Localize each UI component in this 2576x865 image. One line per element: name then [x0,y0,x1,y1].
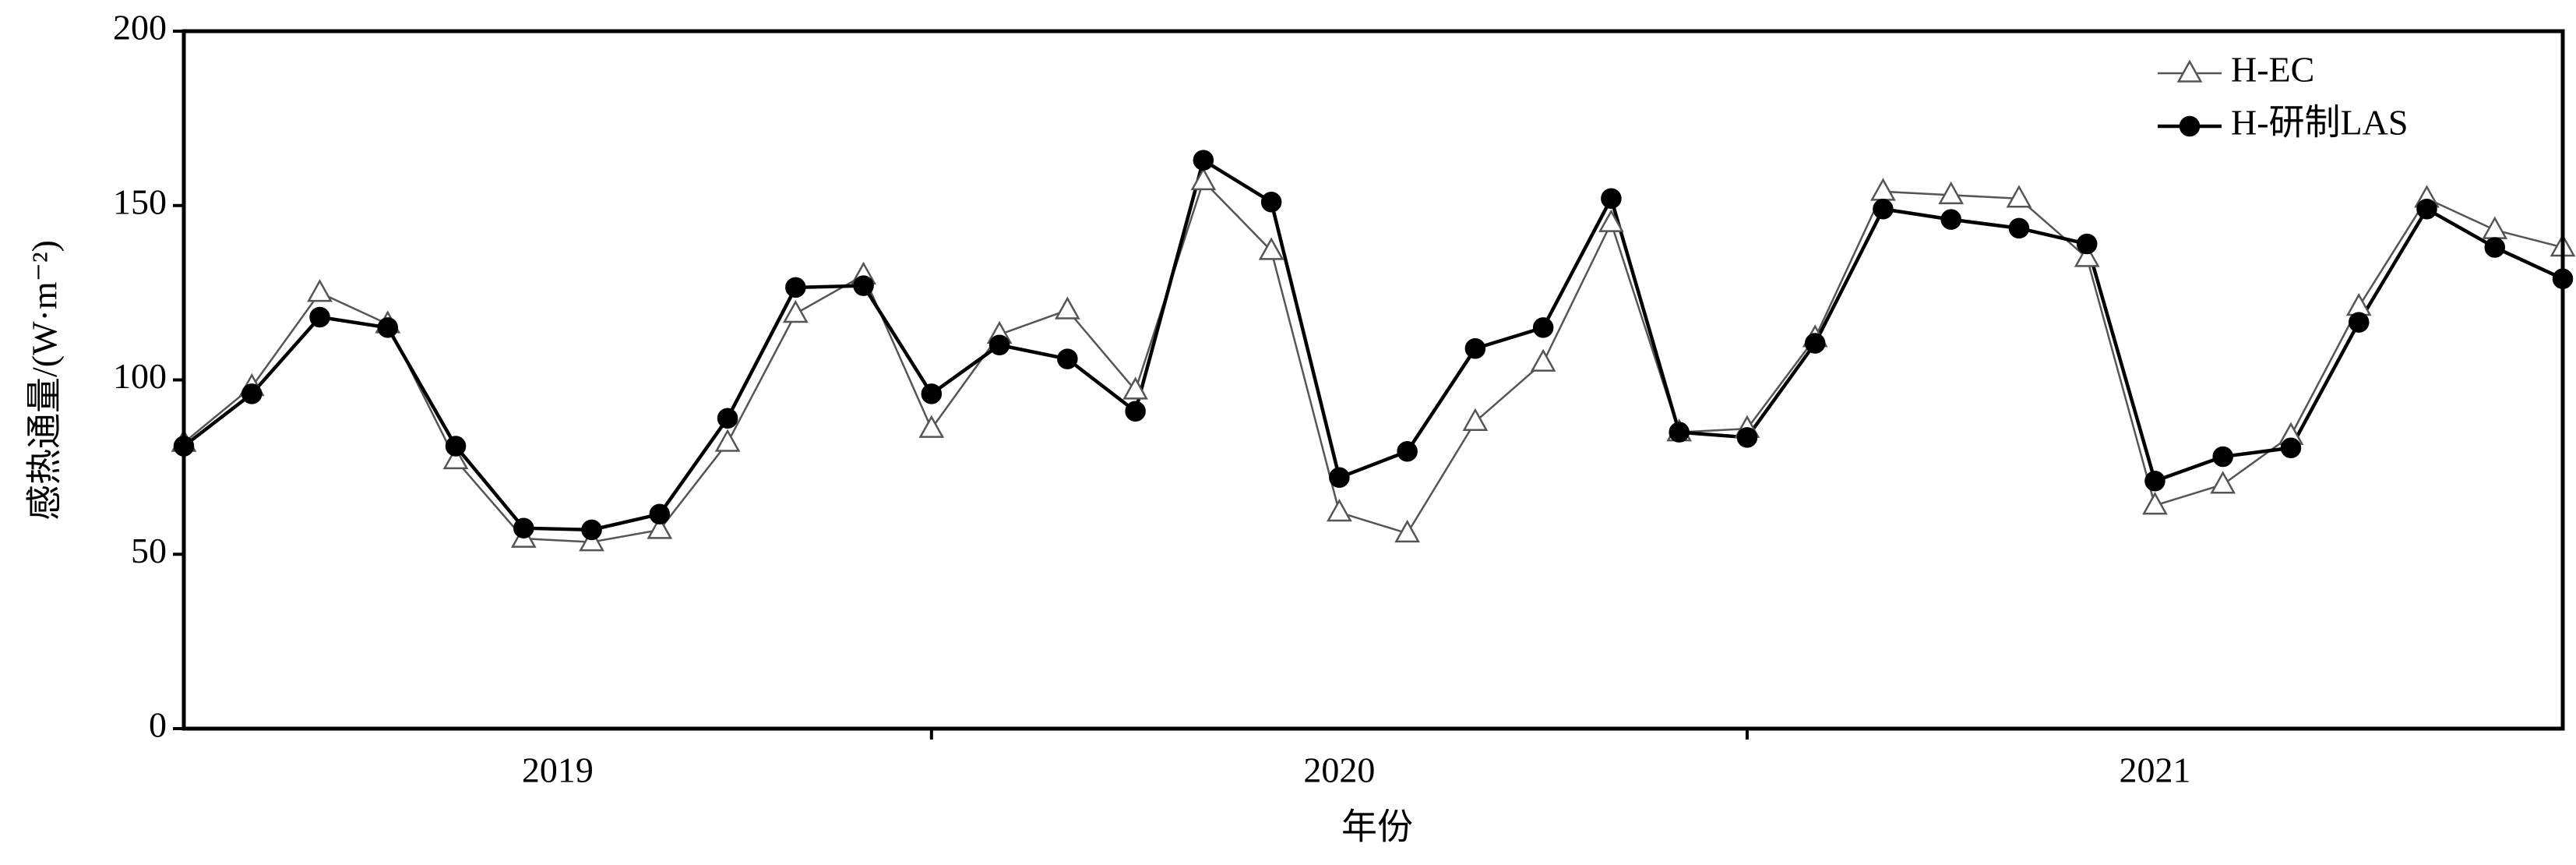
x-group-label: 2020 [1303,750,1375,790]
circle-marker [1804,333,1826,354]
y-tick-label: 150 [113,182,167,221]
circle-marker [1057,348,1078,369]
legend-marker [2179,115,2201,137]
circle-marker [1329,467,1350,489]
triangle-marker [307,279,333,302]
triangle-marker [2210,471,2236,494]
circle-marker [581,519,602,541]
x-group-label: 2021 [2119,750,2190,790]
circle-marker [717,408,738,429]
triangle-marker [647,516,673,539]
circle-marker [377,317,399,338]
triangle-marker [442,446,469,470]
circle-marker [1125,401,1146,422]
triangle-marker [714,429,741,452]
circle-marker [1736,427,1758,448]
circle-marker [2416,198,2437,220]
circle-marker [1873,198,1894,220]
triangle-marker [2074,244,2100,267]
y-tick-label: 100 [113,356,167,396]
circle-marker [309,306,330,328]
series-line [182,157,2564,532]
triangle-marker [2482,216,2508,239]
circle-marker [921,383,943,404]
triangle-marker [1122,376,1148,400]
x-axis-label: 年份 [1341,807,1413,847]
circle-marker [785,277,806,298]
circle-marker [513,517,534,538]
circle-marker [445,436,467,457]
y-tick-label: 200 [113,8,167,48]
y-axis-label: 感热通量/(W·m⁻²) [25,240,65,521]
triangle-marker [2006,185,2032,208]
circle-marker [853,275,874,296]
circle-marker [2348,312,2370,333]
circle-marker [2144,471,2165,492]
circle-marker [1397,440,1418,462]
triangle-marker [918,415,945,438]
triangle-marker [1870,178,1896,201]
y-tick-label: 50 [131,531,167,570]
triangle-marker [1326,498,1352,522]
circle-marker [988,334,1010,355]
triangle-marker [1462,408,1489,431]
circle-marker [241,383,263,404]
circle-marker [1940,209,1961,230]
triangle-marker [1054,296,1080,320]
circle-marker [2212,446,2233,468]
x-group-label: 2019 [522,750,594,790]
circle-marker [1601,188,1622,210]
triangle-marker [1530,348,1556,372]
triangle-marker [1598,209,1624,232]
circle-marker [1464,337,1486,359]
triangle-marker [2142,492,2168,515]
triangle-marker [782,299,809,323]
triangle-marker [1394,519,1421,543]
legend-marker [2176,59,2203,83]
circle-marker [2008,217,2030,239]
circle-marker [2076,233,2098,255]
triangle-marker [1190,167,1217,191]
circle-marker [1532,317,1554,338]
circle-marker [1193,150,1214,171]
plot-frame [181,29,2565,731]
legend-label: H-EC [2231,50,2314,90]
circle-marker [649,503,671,525]
series-line [183,179,2564,543]
triangle-marker [2345,292,2372,316]
circle-marker [2280,437,2302,459]
y-tick-label: 0 [149,705,167,745]
circle-marker [2484,237,2505,258]
circle-marker [1260,192,1282,213]
triangle-marker [579,528,604,552]
triangle-marker [1938,181,1965,205]
triangle-marker [1258,237,1284,260]
legend-label: H-研制LAS [2231,103,2408,143]
circle-marker [1669,422,1690,443]
